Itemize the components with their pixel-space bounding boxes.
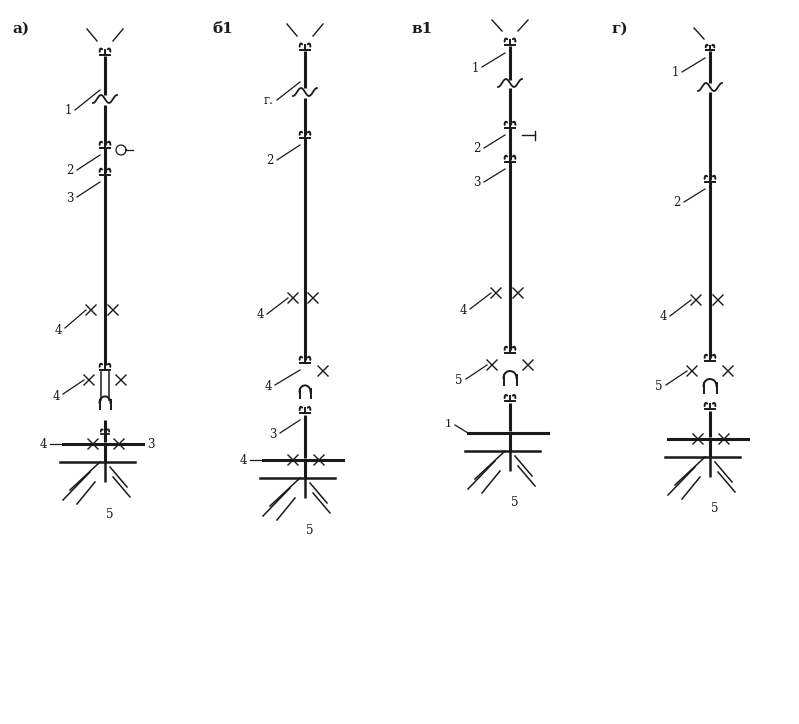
- Text: 4: 4: [459, 305, 467, 318]
- Text: 1: 1: [445, 419, 452, 429]
- Text: 4: 4: [54, 324, 62, 337]
- Text: 1: 1: [672, 67, 679, 80]
- Text: 3: 3: [474, 177, 481, 190]
- Text: 5: 5: [106, 508, 113, 521]
- Text: 4: 4: [659, 311, 667, 324]
- Text: 1: 1: [471, 62, 479, 75]
- Text: а): а): [12, 22, 29, 36]
- Text: г.: г.: [264, 95, 274, 107]
- Text: 5: 5: [711, 502, 719, 515]
- Text: 2: 2: [674, 196, 681, 209]
- Text: 2: 2: [66, 164, 74, 177]
- Text: 3: 3: [66, 192, 74, 204]
- Text: 4: 4: [256, 308, 264, 321]
- Text: 5: 5: [655, 379, 663, 392]
- Text: 2: 2: [267, 154, 274, 167]
- Text: 5: 5: [455, 374, 463, 387]
- Text: 5: 5: [306, 523, 314, 536]
- Text: 5: 5: [511, 497, 519, 510]
- Text: 4: 4: [39, 437, 47, 450]
- Text: 2: 2: [474, 143, 481, 156]
- Text: 4: 4: [53, 390, 60, 403]
- Text: в1: в1: [412, 22, 433, 36]
- Text: 3: 3: [269, 427, 277, 440]
- Text: 4: 4: [240, 453, 247, 466]
- Text: б1: б1: [212, 22, 233, 36]
- Text: 4: 4: [264, 379, 272, 392]
- Text: г): г): [612, 22, 629, 36]
- Text: 1: 1: [65, 104, 72, 117]
- Text: 3: 3: [147, 437, 154, 450]
